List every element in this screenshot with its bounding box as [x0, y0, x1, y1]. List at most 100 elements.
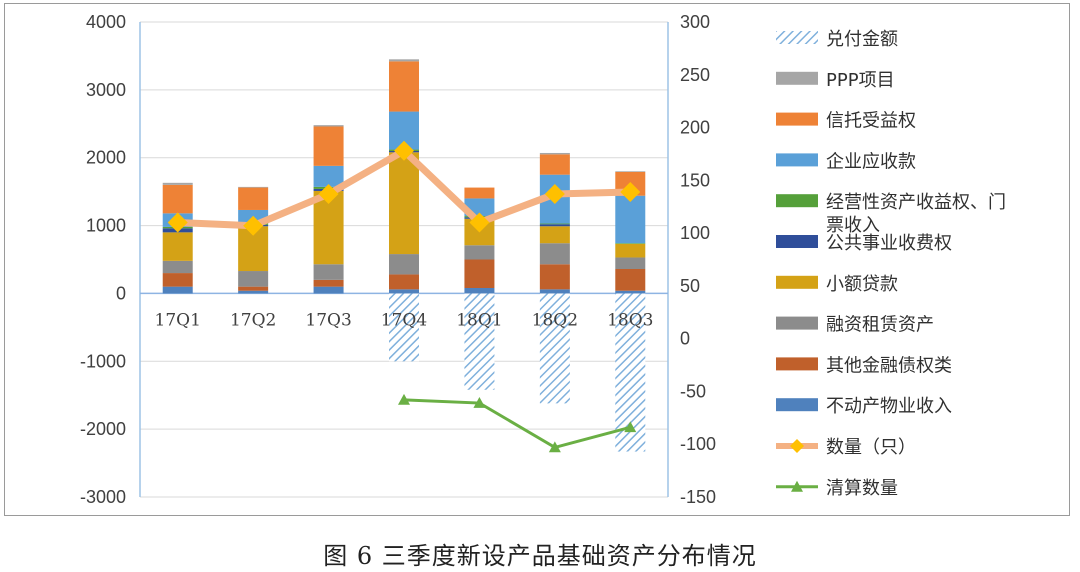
liquidation-line: [403, 398, 631, 449]
right-tick-label: 50: [680, 276, 700, 296]
right-tick-label: 300: [680, 12, 710, 32]
count-point: [243, 215, 264, 236]
liquidation-point: [624, 421, 637, 433]
legend-label: 企业应收款: [826, 151, 916, 172]
right-tick-label: -50: [680, 381, 706, 401]
liquidation-point: [548, 441, 561, 453]
stack-bar-segment: [162, 182, 193, 185]
stack-bar-segment: [615, 257, 646, 269]
count-point: [394, 140, 414, 161]
chart-frame: [4, 3, 1070, 516]
stack-bar-segment: [313, 126, 344, 166]
stack-bar-segment: [615, 243, 646, 258]
left-tick-label: 2000: [86, 148, 126, 168]
category-label: 18Q2: [532, 310, 578, 330]
stack-bar-segment: [162, 184, 193, 214]
stack-bar-segment: [464, 245, 495, 260]
stack-bar-segment: [162, 273, 193, 287]
legend-label: 数量（只）: [826, 437, 916, 458]
category-label: 17Q3: [305, 310, 351, 330]
stack-bar-segment: [539, 223, 570, 225]
left-tick-label: 1000: [86, 216, 126, 236]
right-tick-label: -150: [680, 487, 716, 507]
stack-bar-segment: [615, 195, 646, 244]
right-tick-label: 100: [680, 223, 710, 243]
legend-label: 清算数量: [826, 478, 898, 499]
payout-bar: [464, 293, 495, 390]
legend-marker: [790, 439, 804, 453]
stack-bar-segment: [464, 288, 495, 294]
legend-swatch: [776, 71, 818, 85]
legend-marker: [791, 480, 803, 492]
stack-bar-segment: [162, 286, 193, 294]
legend-label: 兑付金额: [826, 29, 898, 50]
category-label: 18Q1: [456, 310, 502, 330]
stack-bar-segment: [238, 290, 269, 294]
legend-swatch: [776, 398, 818, 412]
left-tick-label: 3000: [86, 80, 126, 100]
stack-bar-segment: [615, 269, 646, 291]
legend-swatch: [776, 153, 818, 167]
left-tick-label: 0: [116, 283, 126, 303]
stack-bar-segment: [238, 186, 269, 188]
legend-label: 信托受益权: [826, 111, 916, 132]
stack-bar-segment: [539, 224, 570, 227]
legend-label: 小额贷款: [826, 274, 898, 295]
legend-swatch: [776, 235, 818, 248]
stack-bar-segment: [464, 187, 495, 199]
legend-label: 公共事业收费权: [826, 233, 952, 254]
legend-label: 经营性资产收益权、门: [826, 192, 1006, 213]
stack-bar-segment: [313, 286, 344, 294]
count-point: [318, 184, 339, 205]
stack-bar-segment: [389, 289, 419, 294]
legend-label: 其他金融债权类: [826, 355, 952, 376]
category-label: 17Q1: [155, 310, 201, 330]
stack-bar-segment: [389, 61, 419, 112]
liquidation-point: [398, 393, 410, 405]
figure-caption: 图 6 三季度新设产品基础资产分布情况: [323, 542, 757, 570]
stack-bar-segment: [615, 171, 646, 172]
category-label: 17Q4: [381, 310, 427, 330]
bars: [162, 59, 646, 452]
left-tick-label: 4000: [86, 12, 126, 32]
stack-bar-segment: [238, 271, 269, 287]
right-tick-label: -100: [680, 434, 716, 454]
count-point: [544, 184, 565, 205]
count-point: [167, 212, 188, 233]
legend-label: PPP项目: [826, 70, 895, 91]
stack-bar-segment: [313, 264, 344, 280]
legend-swatch: [776, 275, 818, 289]
stack-bar-segment: [313, 165, 344, 187]
stack-bar-segment: [238, 187, 269, 210]
stack-bar-segment: [615, 243, 646, 244]
legend: 兑付金额 PPP项目信托受益权企业应收款经营性资产收益权、门票收入公共事业收费权小…: [776, 29, 1006, 499]
payout-bar: [539, 293, 570, 404]
right-tick-label: 150: [680, 170, 710, 190]
legend-swatch: [776, 316, 818, 330]
legend-swatch: [776, 194, 818, 208]
stack-bar-segment: [162, 260, 193, 274]
stack-bar-segment: [539, 264, 570, 290]
stack-bar-segment: [539, 154, 570, 175]
category-label: 17Q2: [230, 310, 276, 330]
chart: 40003000200010000-1000-2000-300030025020…: [80, 12, 1006, 507]
stack-bar-segment: [389, 152, 419, 255]
right-tick-label: 200: [680, 118, 710, 138]
legend-swatch: [776, 112, 818, 126]
stack-bar-segment: [238, 286, 269, 291]
stack-bar-segment: [389, 274, 419, 290]
left-tick-label: -2000: [80, 419, 126, 439]
category-label: 18Q3: [607, 310, 653, 330]
legend-label: 融资租赁资产: [826, 315, 934, 336]
stack-bar-segment: [539, 226, 570, 244]
stack-bar-segment: [539, 289, 570, 294]
legend-label: 不动产物业收入: [826, 396, 952, 417]
stack-bar-segment: [162, 232, 193, 261]
lines: [167, 140, 641, 453]
legend-label: 票收入: [826, 215, 880, 236]
stack-bar-segment: [539, 243, 570, 265]
stack-bar-segment: [615, 290, 646, 294]
count-point: [620, 181, 641, 202]
axis-labels: 40003000200010000-1000-2000-300030025020…: [80, 12, 716, 507]
stack-bar-segment: [389, 59, 419, 62]
